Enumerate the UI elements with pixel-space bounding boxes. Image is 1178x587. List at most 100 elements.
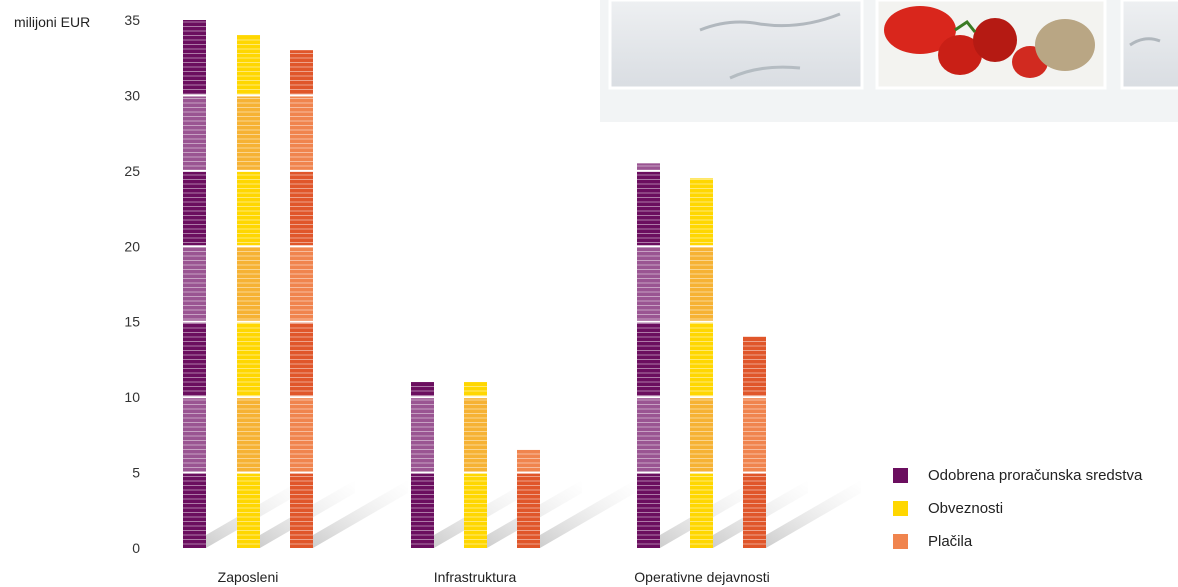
category-label-0: Zaposleni <box>218 569 279 585</box>
y-tick-label-2: 10 <box>124 389 140 405</box>
y-tick-label-6: 30 <box>124 87 140 103</box>
bar-0-2 <box>637 163 660 548</box>
legend-label: Odobrena proračunska sredstva <box>928 466 1143 484</box>
bar-segment <box>290 472 313 548</box>
category-label-1: Infrastruktura <box>434 569 517 585</box>
y-axis-ticks: 0 5 10 15 20 25 30 35 <box>124 12 140 556</box>
bar-segment <box>637 163 660 171</box>
y-tick-label-3: 15 <box>124 314 140 330</box>
bar-band-divider <box>237 320 260 323</box>
photo-third <box>1120 0 1178 90</box>
bar-band-divider <box>690 245 713 248</box>
bar-band-divider <box>411 471 434 474</box>
bar-band-divider <box>290 94 313 97</box>
bar-band-divider <box>183 396 206 399</box>
bar-band-divider <box>290 245 313 248</box>
bar-0-0 <box>183 20 206 548</box>
category-labels: Zaposleni Infrastruktura Operativne dejavn… <box>218 569 770 585</box>
bar-band-divider <box>237 396 260 399</box>
bar-segment <box>517 472 540 548</box>
bar-segment <box>464 382 487 398</box>
bar-shadow <box>766 480 861 548</box>
bar-segment <box>743 397 766 473</box>
bar-band-divider <box>637 245 660 248</box>
y-tick-label-5: 25 <box>124 163 140 179</box>
decorative-photos <box>600 0 1178 122</box>
bar-segment <box>290 50 313 96</box>
bar-segment <box>183 246 206 322</box>
bar-band-divider <box>637 320 660 323</box>
bar-segment <box>637 472 660 548</box>
bar-band-divider <box>183 320 206 323</box>
bar-segment <box>290 95 313 171</box>
bar-band-divider <box>690 320 713 323</box>
bar-segment <box>690 472 713 548</box>
bar-band-divider <box>464 471 487 474</box>
y-tick-label-7: 35 <box>124 12 140 28</box>
bar-band-divider <box>237 471 260 474</box>
bar-1-2 <box>690 178 713 548</box>
bar-band-divider <box>743 396 766 399</box>
bar-1-1 <box>464 382 487 548</box>
bar-segment <box>690 178 713 247</box>
bar-segment <box>183 95 206 171</box>
bar-segment <box>637 397 660 473</box>
bar-band-divider <box>743 471 766 474</box>
bar-band-divider <box>690 471 713 474</box>
legend-item-approved-budget: Odobrena proračunska sredstva <box>893 465 1142 485</box>
bar-2-1 <box>517 449 540 548</box>
y-tick-label-4: 20 <box>124 238 140 254</box>
bar-segment <box>290 170 313 247</box>
y-axis-title: milijoni EUR <box>14 14 90 30</box>
bar-2-2 <box>743 336 766 548</box>
bar-band-divider <box>637 471 660 474</box>
bar-band-divider <box>411 396 434 399</box>
bar-segment <box>237 246 260 322</box>
bar-band-divider <box>690 396 713 399</box>
bar-segment <box>290 397 313 473</box>
bar-shadow <box>313 480 408 548</box>
bar-segment <box>517 449 540 473</box>
bar-segment <box>637 246 660 322</box>
legend-swatch <box>893 533 908 549</box>
bar-segment <box>183 321 206 398</box>
bar-band-divider <box>183 471 206 474</box>
bar-segment <box>237 95 260 171</box>
y-tick-label-0: 0 <box>132 540 140 556</box>
legend-label: Plačila <box>928 532 973 550</box>
bar-band-divider <box>237 94 260 97</box>
legend-swatch <box>893 467 908 483</box>
bar-segment <box>464 397 487 473</box>
y-tick-label-1: 5 <box>132 465 140 481</box>
bar-segment <box>743 472 766 548</box>
bar-band-divider <box>517 471 540 474</box>
bar-band-divider <box>290 169 313 172</box>
legend-label: Obveznosti <box>928 499 1004 517</box>
bar-segment <box>237 170 260 247</box>
bar-band-divider <box>637 396 660 399</box>
bar-segment <box>237 472 260 548</box>
photo-paper <box>608 0 864 90</box>
bar-segment <box>237 321 260 398</box>
bar-segment <box>637 170 660 247</box>
bar-0-1 <box>411 382 434 548</box>
bar-segment <box>690 397 713 473</box>
bar-segment <box>690 321 713 398</box>
bar-segment <box>237 35 260 96</box>
bar-segment <box>690 246 713 322</box>
bar-band-divider <box>464 396 487 399</box>
bar-segment <box>411 397 434 473</box>
bar-segment <box>290 321 313 398</box>
bar-band-divider <box>290 471 313 474</box>
bar-segment <box>183 170 206 247</box>
bar-band-divider <box>183 169 206 172</box>
bar-2-0 <box>290 50 313 548</box>
legend-swatch <box>893 500 908 516</box>
category-label-2: Operativne dejavnosti <box>634 569 769 585</box>
bar-shadow <box>540 480 635 548</box>
bars <box>183 20 766 548</box>
bar-segment <box>183 20 206 96</box>
bar-segment <box>411 382 434 398</box>
bar-band-divider <box>237 169 260 172</box>
